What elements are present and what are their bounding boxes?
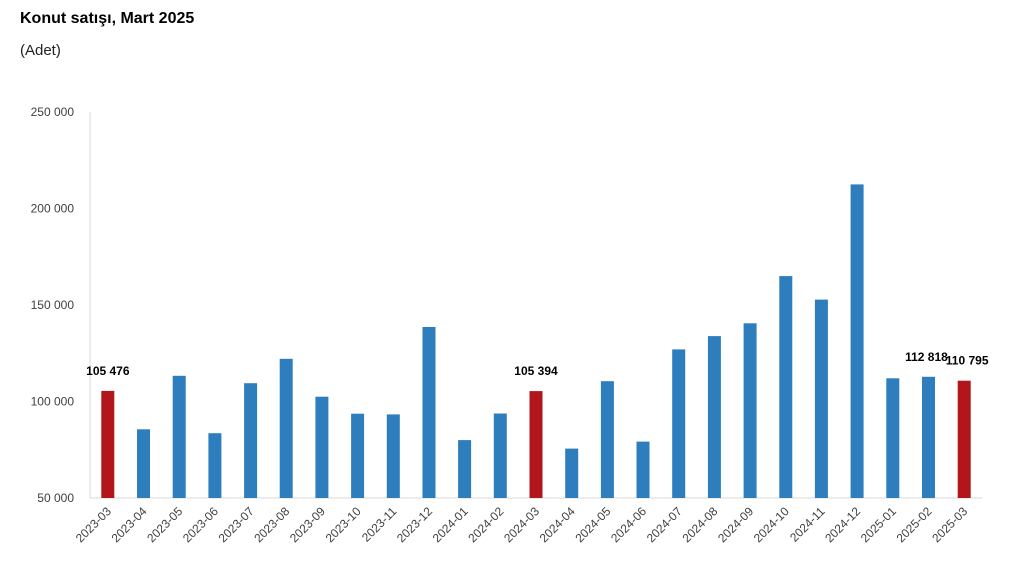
x-tick-label: 2024-07	[644, 504, 685, 545]
bar-2023-08	[279, 358, 293, 498]
x-axis: 2023-032023-042023-052023-062023-072023-…	[73, 497, 982, 545]
bar-2024-06	[636, 441, 650, 498]
bar-2024-09	[743, 323, 757, 498]
bar-2024-02	[493, 413, 507, 498]
bar-2024-03	[529, 391, 543, 498]
bar-2023-10	[351, 413, 365, 498]
bar-2023-06	[208, 433, 222, 498]
bar-2024-10	[779, 276, 793, 498]
x-tick-label: 2024-12	[822, 504, 863, 545]
x-tick-label: 2023-06	[180, 504, 221, 545]
y-axis: 50 000 100 000 150 000 200 000 250 000	[31, 105, 91, 505]
bar-2024-01	[458, 440, 472, 498]
data-label-2023-03: 105 476	[86, 364, 130, 378]
x-tick-label: 2023-03	[73, 504, 114, 545]
chart-title: Konut satışı, Mart 2025	[20, 10, 195, 27]
x-tick-label: 2023-04	[109, 504, 150, 545]
x-tick-label: 2024-06	[608, 504, 649, 545]
x-tick-label: 2023-05	[144, 504, 185, 545]
bar-2023-05	[172, 375, 186, 498]
x-tick-label: 2024-05	[572, 504, 613, 545]
x-tick-label: 2024-01	[430, 504, 471, 545]
x-tick-label: 2024-08	[679, 504, 720, 545]
x-tick-label: 2023-09	[287, 504, 328, 545]
x-tick-label: 2024-09	[715, 504, 756, 545]
x-tick-label: 2023-07	[216, 504, 257, 545]
bar-2024-05	[600, 381, 614, 498]
x-tick-label: 2025-03	[929, 504, 970, 545]
bar-2025-02	[922, 376, 935, 498]
bar-2024-12	[850, 184, 864, 498]
x-tick-label: 2024-10	[751, 504, 792, 545]
data-label-2024-03: 105 394	[514, 364, 558, 378]
x-tick-label: 2023-11	[359, 504, 400, 545]
bar-2023-04	[137, 429, 150, 498]
bar-2023-09	[315, 396, 329, 498]
bar-2023-07	[244, 383, 258, 498]
y-tick-label: 150 000	[31, 298, 75, 312]
bar-2023-03	[101, 390, 115, 498]
bar-2025-03	[957, 380, 971, 498]
x-tick-label: 2023-08	[251, 504, 292, 545]
x-tick-label: 2024-03	[501, 504, 542, 545]
x-tick-label: 2023-10	[323, 504, 364, 545]
bar-2024-11	[814, 299, 828, 498]
chart-subtitle: (Adet)	[20, 42, 61, 59]
bar-2024-07	[672, 349, 686, 498]
x-tick-label: 2024-02	[465, 504, 506, 545]
bar-2025-01	[886, 378, 900, 498]
data-label-2025-03: 110 795	[946, 354, 989, 368]
bars	[101, 184, 971, 498]
x-tick-label: 2023-12	[394, 504, 435, 545]
y-tick-label: 50 000	[37, 491, 74, 505]
y-tick-label: 200 000	[31, 202, 75, 216]
y-tick-label: 100 000	[31, 395, 75, 409]
x-tick-label: 2024-11	[787, 504, 828, 545]
data-label-2025-02: 112 818	[905, 350, 948, 364]
x-tick-label: 2024-04	[537, 504, 578, 545]
bar-2023-11	[386, 414, 400, 498]
bar-2023-12	[422, 327, 436, 498]
bar-2024-08	[707, 336, 721, 498]
y-tick-label: 250 000	[31, 105, 75, 119]
bar-2024-04	[565, 448, 579, 498]
x-tick-label: 2025-02	[894, 504, 935, 545]
x-tick-label: 2025-01	[858, 504, 899, 545]
